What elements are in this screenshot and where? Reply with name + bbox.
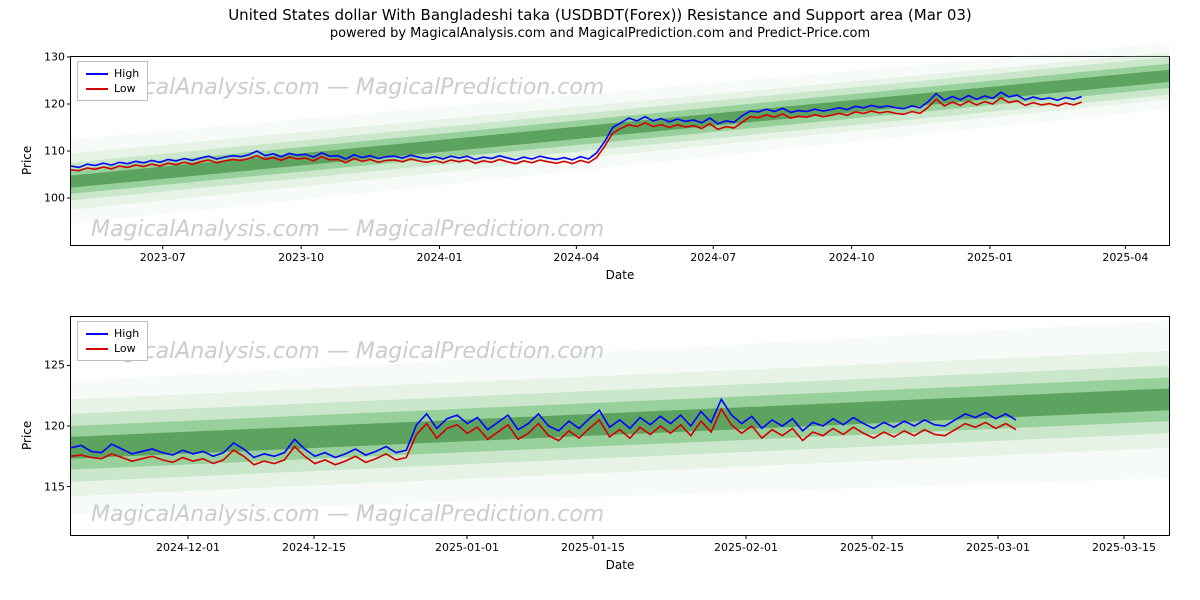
chart-svg-top [71,57,1169,245]
legend: High Low [77,321,148,361]
x-tick: 2025-03-15 [1092,541,1156,554]
legend: High Low [77,61,148,101]
y-tick: 120 [15,98,65,111]
legend-label-low: Low [114,342,136,355]
y-tick: 130 [15,51,65,64]
legend-item-high: High [86,66,139,81]
legend-swatch-low [86,348,108,350]
x-tick: 2025-01-01 [435,541,499,554]
y-tick: 115 [15,480,65,493]
x-axis-label-top: Date [70,268,1170,282]
legend-swatch-high [86,333,108,335]
x-tick: 2024-12-01 [156,541,220,554]
legend-swatch-low [86,88,108,90]
y-tick: 125 [15,359,65,372]
x-tick: 2025-01 [967,251,1013,264]
legend-label-high: High [114,67,139,80]
legend-swatch-high [86,73,108,75]
y-tick: 100 [15,192,65,205]
chart-title: United States dollar With Bangladeshi ta… [0,6,1200,24]
figure: United States dollar With Bangladeshi ta… [0,0,1200,600]
legend-item-low: Low [86,81,139,96]
legend-item-low: Low [86,341,139,356]
x-tick: 2023-10 [278,251,324,264]
x-tick: 2024-10 [829,251,875,264]
x-tick: 2025-02-01 [714,541,778,554]
chart-subtitle: powered by MagicalAnalysis.com and Magic… [0,26,1200,41]
x-tick: 2024-04 [553,251,599,264]
y-axis-label-top: Price [20,146,34,175]
x-tick: 2025-01-15 [561,541,625,554]
x-tick: 2024-12-15 [282,541,346,554]
y-axis-label-bottom: Price [20,421,34,450]
legend-label-low: Low [114,82,136,95]
x-tick: 2025-03-01 [966,541,1030,554]
x-tick: 2025-02-15 [840,541,904,554]
x-axis-label-bottom: Date [70,558,1170,572]
x-tick: 2024-07 [690,251,736,264]
x-tick: 2023-07 [140,251,186,264]
chart-panel-bottom: MagicalAnalysis.com — MagicalPrediction.… [70,316,1170,536]
chart-svg-bottom [71,317,1169,535]
x-tick: 2024-01 [417,251,463,264]
chart-panel-top: MagicalAnalysis.com — MagicalPrediction.… [70,56,1170,246]
legend-label-high: High [114,327,139,340]
x-tick: 2025-04 [1102,251,1148,264]
legend-item-high: High [86,326,139,341]
